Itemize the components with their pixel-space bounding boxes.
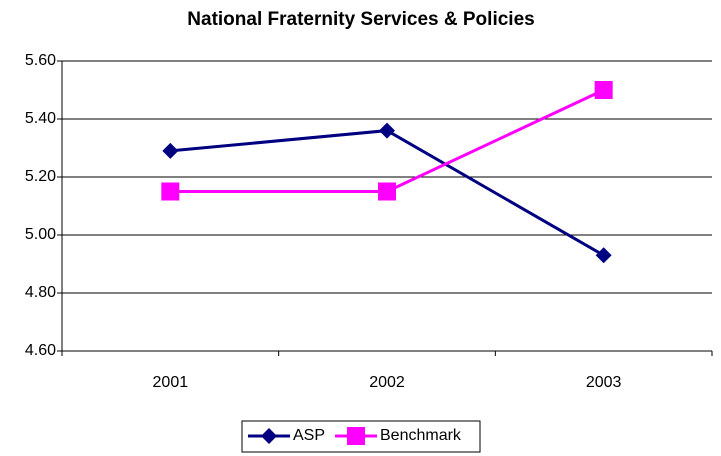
x-tick-label: 2002 (369, 374, 405, 391)
data-point (594, 81, 613, 99)
data-point (595, 247, 612, 264)
data-point (378, 182, 396, 201)
y-tick-label: 4.60 (25, 342, 56, 359)
legend-label: ASP (293, 427, 325, 444)
x-tick-label: 2003 (586, 374, 622, 391)
data-point (162, 142, 179, 159)
data-point (161, 182, 180, 201)
x-tick-label: 2001 (153, 374, 189, 391)
legend-label: Benchmark (380, 427, 462, 444)
y-tick-label: 5.00 (25, 226, 56, 243)
legend: ASP Benchmark (241, 420, 481, 453)
y-tick-label: 4.80 (25, 284, 56, 301)
y-tick-label: 5.40 (25, 110, 56, 127)
data-point (379, 122, 395, 139)
legend-marker (261, 428, 277, 444)
y-tick-label: 5.20 (25, 168, 56, 185)
legend-marker (347, 427, 365, 445)
chart-title: National Fraternity Services & Policies (187, 9, 534, 30)
y-tick-label: 5.60 (25, 52, 56, 69)
series-line (170, 88, 605, 193)
